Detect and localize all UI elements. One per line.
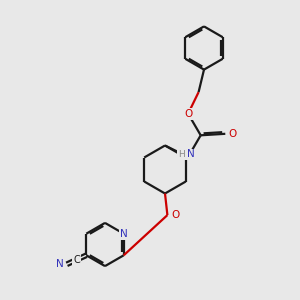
- Text: O: O: [229, 129, 237, 139]
- Text: H: H: [178, 150, 185, 159]
- Text: N: N: [120, 229, 128, 239]
- Text: O: O: [184, 109, 192, 119]
- Text: N: N: [187, 149, 194, 160]
- Text: N: N: [56, 259, 64, 269]
- Text: C: C: [73, 255, 80, 265]
- Text: O: O: [172, 210, 180, 220]
